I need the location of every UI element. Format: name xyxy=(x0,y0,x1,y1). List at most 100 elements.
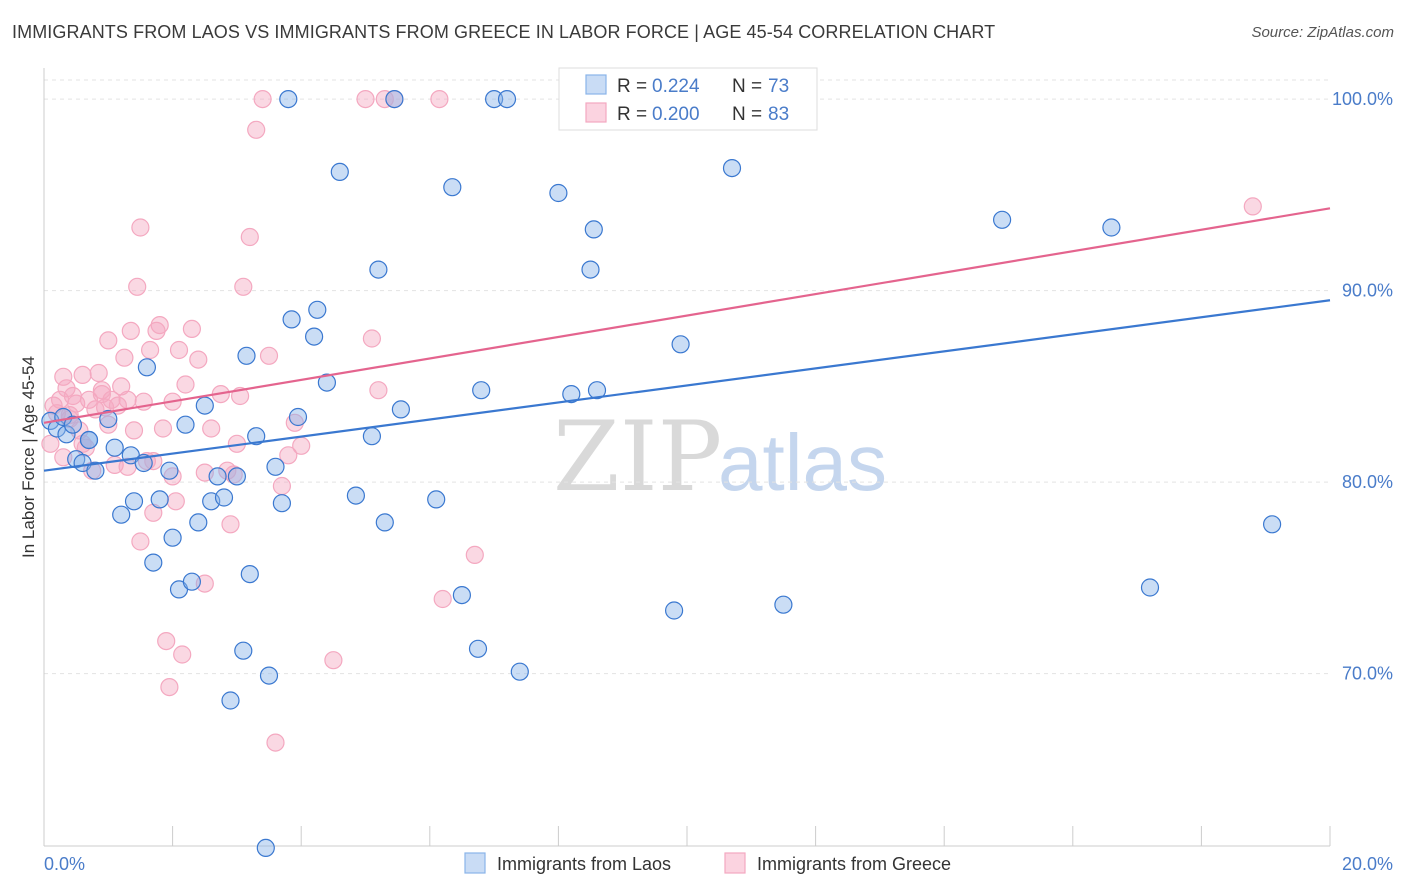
greece-point xyxy=(292,436,311,455)
watermark-zip: ZIP xyxy=(553,401,722,513)
laos-point xyxy=(581,260,600,279)
greece-point xyxy=(362,329,381,348)
laos-point xyxy=(472,381,491,400)
greece-point xyxy=(221,515,240,534)
laos-point xyxy=(510,662,529,681)
greece-point xyxy=(73,365,92,384)
laos-point xyxy=(282,310,301,329)
laos-point xyxy=(150,490,169,509)
trend-line-laos xyxy=(43,299,1331,472)
greece-point xyxy=(124,421,144,440)
greece-point xyxy=(118,390,137,409)
greece-point xyxy=(163,467,182,486)
greece-point xyxy=(166,492,185,511)
x-tick-label-min: 0.0% xyxy=(44,854,85,874)
laos-point xyxy=(214,488,234,507)
y-tick-label-80: 80.0% xyxy=(1342,472,1393,492)
greece-point xyxy=(247,120,266,139)
legend-swatch-laos xyxy=(585,74,607,95)
y-tick-labels: 70.0% 80.0% 90.0% 100.0% xyxy=(1332,89,1393,684)
laos-point xyxy=(346,486,365,505)
legend-greece-n-label: N = xyxy=(732,104,762,125)
laos-point xyxy=(369,260,388,279)
greece-point xyxy=(189,350,208,369)
greece-point xyxy=(150,316,169,335)
laos-point xyxy=(227,467,246,486)
laos-point xyxy=(79,430,99,450)
laos-point xyxy=(774,595,793,614)
laos-point xyxy=(189,513,208,532)
stats-legend: R = 0.224 N = 73 R = 0.200 N = 83 xyxy=(558,67,818,131)
laos-point xyxy=(237,346,256,365)
laos-point xyxy=(272,494,291,513)
greece-point xyxy=(272,476,291,496)
laos-point xyxy=(587,381,607,400)
greece-point xyxy=(182,319,201,338)
laos-point xyxy=(1262,515,1282,534)
laos-point xyxy=(99,409,118,429)
gridlines xyxy=(44,79,1330,675)
greece-point xyxy=(141,340,160,360)
greece-point xyxy=(54,367,73,386)
laos-point xyxy=(112,505,131,524)
laos-point xyxy=(722,159,742,178)
greece-point xyxy=(176,375,195,394)
laos-point xyxy=(124,492,144,511)
y-tick-label-70: 70.0% xyxy=(1342,664,1393,684)
legend-greece-r-label: R = xyxy=(617,104,647,125)
greece-point xyxy=(157,631,176,651)
legend-laos-n-value: 73 xyxy=(768,76,789,97)
laos-point xyxy=(247,427,266,446)
greece-point xyxy=(279,446,298,465)
chart-title: IMMIGRANTS FROM LAOS VS IMMIGRANTS FROM … xyxy=(12,22,996,42)
legend-swatch-greece xyxy=(585,102,607,123)
greece-point xyxy=(131,218,150,237)
laos-point xyxy=(1102,218,1121,237)
greece-point xyxy=(202,419,221,438)
x-ticks xyxy=(43,826,1331,846)
laos-point xyxy=(266,457,285,476)
series-laos-points xyxy=(41,89,1282,858)
laos-point xyxy=(391,400,410,419)
laos-point xyxy=(259,666,279,685)
laos-point xyxy=(1140,578,1160,597)
greece-point xyxy=(259,346,279,365)
legend-laos-n-label: N = xyxy=(732,76,762,97)
laos-point xyxy=(256,838,275,858)
series-legend-label-laos: Immigrants from Laos xyxy=(497,854,671,874)
laos-point xyxy=(362,427,381,446)
laos-point xyxy=(288,407,308,427)
greece-point xyxy=(430,89,449,109)
legend-laos-r-value: 0.224 xyxy=(652,76,700,97)
greece-point xyxy=(147,321,166,340)
greece-point xyxy=(253,89,272,109)
laos-point xyxy=(208,467,227,486)
laos-point xyxy=(485,89,504,109)
greece-point xyxy=(1243,197,1262,216)
x-tick-label-max: 20.0% xyxy=(1342,854,1393,874)
source-credit: Source: ZipAtlas.com xyxy=(1251,24,1394,41)
laos-point xyxy=(664,601,684,620)
laos-point xyxy=(584,220,603,239)
y-axis-label: In Labor Force | Age 45-54 xyxy=(19,356,38,558)
greece-point xyxy=(224,465,243,484)
greece-point xyxy=(369,381,388,400)
greece-point xyxy=(115,348,134,367)
laos-point xyxy=(57,425,76,444)
trend-line-greece xyxy=(43,207,1331,424)
laos-point xyxy=(671,335,690,354)
greece-point xyxy=(240,227,259,247)
laos-point xyxy=(86,461,105,480)
legend-greece-n-value: 83 xyxy=(768,104,789,125)
laos-point xyxy=(427,490,446,509)
series-legend-label-greece: Immigrants from Greece xyxy=(757,854,951,874)
greece-point xyxy=(128,277,147,296)
greece-point xyxy=(92,385,112,404)
laos-point xyxy=(163,528,182,547)
greece-point xyxy=(99,415,118,434)
laos-point xyxy=(330,162,349,181)
series-legend-swatch-greece xyxy=(724,852,746,874)
greece-point xyxy=(131,532,150,551)
laos-point xyxy=(221,691,240,710)
